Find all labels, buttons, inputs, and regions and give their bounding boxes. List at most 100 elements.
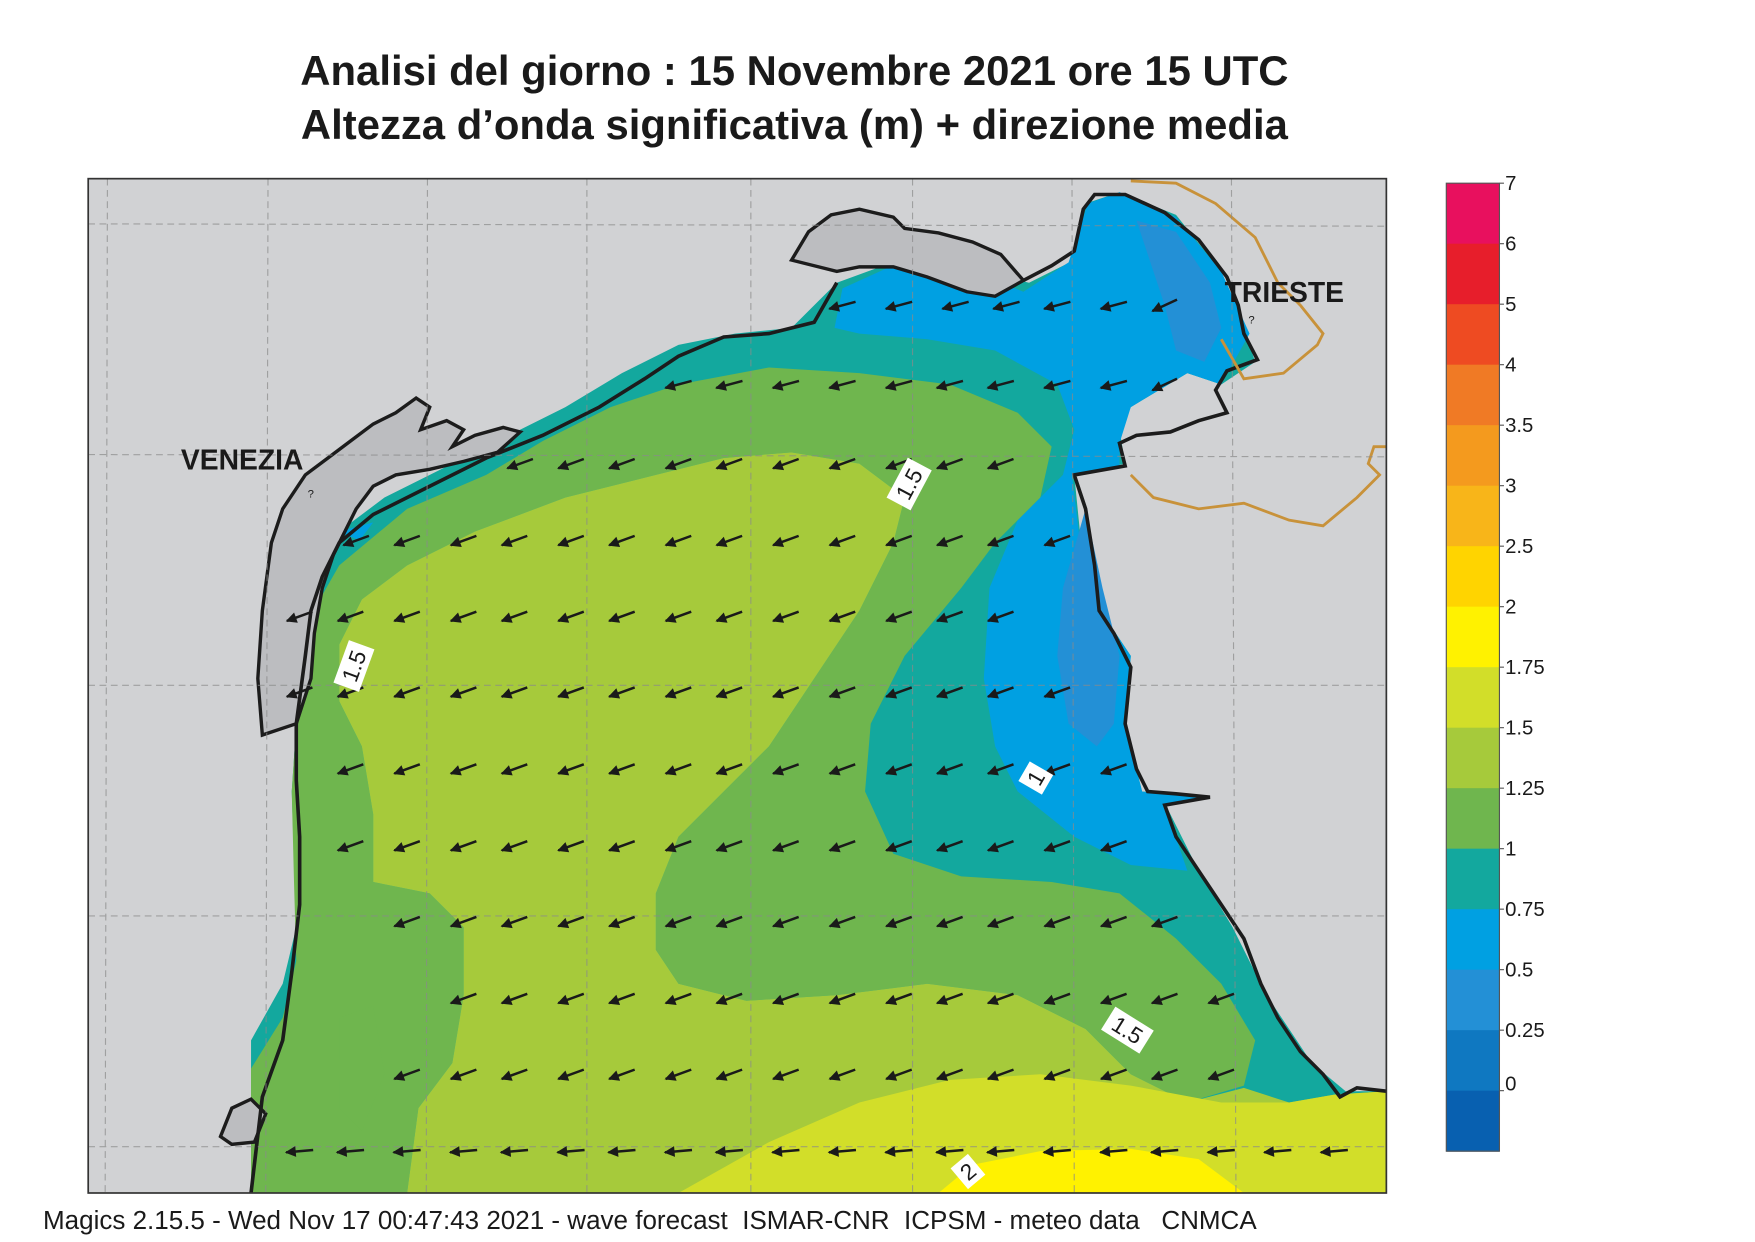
wave-direction-arrow — [335, 1146, 365, 1157]
wave-direction-arrow — [771, 763, 800, 776]
wave-direction-arrow — [715, 915, 743, 929]
wave-direction-arrow — [1207, 1068, 1235, 1081]
wave-direction-arrow — [935, 1068, 964, 1081]
wave-direction-arrow — [557, 1068, 585, 1081]
wave-direction-arrow — [1319, 1146, 1348, 1157]
wave-direction-arrow — [935, 763, 964, 776]
wave-direction-arrow — [986, 686, 1014, 699]
wave-direction-arrow — [1150, 1068, 1178, 1081]
wave-direction-arrow — [828, 840, 856, 853]
wave-direction-arrow — [935, 457, 964, 471]
legend-tick-label: 0.25 — [1505, 1020, 1545, 1042]
wave-direction-arrow — [771, 610, 800, 623]
wave-direction-arrow — [828, 379, 856, 391]
wave-direction-arrow — [1043, 1068, 1071, 1081]
legend-swatch — [1446, 606, 1500, 668]
wave-direction-arrow — [557, 763, 585, 776]
wave-direction-arrow — [664, 457, 692, 471]
wave-direction-arrow — [885, 763, 913, 776]
wave-direction-arrow — [285, 686, 313, 699]
wave-zone-1.25 — [251, 367, 1256, 1193]
wave-direction-arrow — [771, 379, 800, 391]
wave-direction-arrow — [885, 610, 913, 623]
wave-direction-arrow — [448, 1146, 478, 1157]
wave-direction-arrow — [285, 610, 313, 623]
legend-tick-label: 0.5 — [1505, 959, 1533, 981]
wave-direction-arrow — [715, 379, 743, 391]
wave-direction-arrow — [828, 300, 856, 312]
low-wave-zone-north — [834, 192, 1250, 871]
legend-swatch — [1446, 969, 1500, 1031]
wave-direction-arrow — [771, 686, 800, 699]
wave-direction-arrow — [986, 763, 1014, 776]
legend-tick-label: 1.5 — [1505, 717, 1533, 739]
wave-direction-arrow — [715, 1068, 743, 1081]
wave-direction-arrow — [1099, 300, 1128, 312]
map-frame — [87, 177, 1388, 1194]
legend-tick-label: 3.5 — [1505, 415, 1533, 437]
footer-credits: Magics 2.15.5 - Wed Nov 17 00:47:43 2021… — [42, 1205, 1257, 1235]
wave-direction-arrow — [500, 610, 528, 623]
wave-direction-arrow — [885, 915, 913, 929]
wave-direction-arrow — [986, 1068, 1014, 1081]
wave-direction-arrow — [828, 610, 856, 623]
wave-direction-arrow — [664, 610, 692, 623]
wave-direction-arrow — [557, 534, 585, 547]
wave-direction-arrow — [771, 992, 800, 1005]
wave-direction-arrow — [935, 534, 964, 547]
wave-direction-arrow — [935, 610, 964, 623]
wave-zone-1.75 — [678, 1074, 1387, 1193]
wave-direction-arrow — [715, 686, 743, 699]
wave-direction-arrow — [1099, 1146, 1128, 1157]
wave-direction-arrow — [828, 457, 856, 471]
wave-direction-arrow — [715, 992, 743, 1005]
wave-direction-arrow — [885, 992, 913, 1005]
city-label-trieste: TRIESTE — [1225, 276, 1344, 308]
wave-direction-arrow — [1151, 377, 1178, 392]
legend-swatch — [1446, 909, 1500, 971]
wave-direction-arrow — [449, 992, 477, 1005]
wave-direction-arrow — [664, 840, 692, 853]
legend-swatch — [1446, 546, 1500, 608]
legend-swatch — [1446, 667, 1500, 729]
legend-swatch — [1446, 1090, 1500, 1152]
wave-direction-arrow — [1099, 840, 1128, 853]
legend-tick-label: 7 — [1505, 173, 1516, 195]
wave-direction-arrow — [1043, 686, 1071, 699]
wave-direction-arrow — [500, 686, 528, 699]
wave-direction-arrow — [1206, 1146, 1235, 1157]
wave-direction-arrow — [664, 379, 692, 391]
graticule — [88, 178, 1387, 1193]
wave-direction-arrow — [771, 534, 800, 547]
wave-direction-arrow — [715, 763, 743, 776]
wave-direction-arrow — [664, 1068, 692, 1081]
wave-zone-2 — [938, 1148, 1244, 1193]
wave-direction-arrow — [935, 915, 964, 929]
city-label-venezia: VENEZIA — [181, 443, 304, 475]
coastline-east — [1022, 192, 1387, 1100]
wave-direction-arrow — [771, 1068, 800, 1081]
wave-direction-arrow — [500, 1068, 528, 1081]
wave-direction-arrow — [608, 534, 636, 547]
wave-direction-arrow — [828, 915, 856, 929]
legend-swatch — [1446, 485, 1500, 547]
wave-direction-arrow — [885, 686, 913, 699]
wave-direction-arrow — [1043, 534, 1071, 547]
wave-direction-arrow — [986, 610, 1014, 623]
wave-direction-arrow — [393, 686, 421, 699]
wave-direction-arrow — [935, 379, 964, 391]
wave-direction-arrow — [714, 1146, 743, 1157]
wave-direction-arrow — [771, 457, 800, 471]
wave-zone-1.5 — [339, 452, 1387, 1193]
wave-direction-arrow — [771, 915, 800, 929]
wave-direction-arrow — [608, 1068, 636, 1081]
wave-direction-arrow — [1099, 1068, 1128, 1081]
wave-direction-arrow — [985, 1146, 1015, 1157]
legend-swatch — [1446, 1030, 1500, 1092]
low-wave-zone-trieste — [1136, 220, 1222, 362]
wave-direction-arrow — [449, 534, 477, 547]
wave-direction-arrow — [557, 840, 585, 853]
wave-direction-arrow — [986, 992, 1014, 1005]
wave-direction-arrow — [556, 1146, 585, 1157]
